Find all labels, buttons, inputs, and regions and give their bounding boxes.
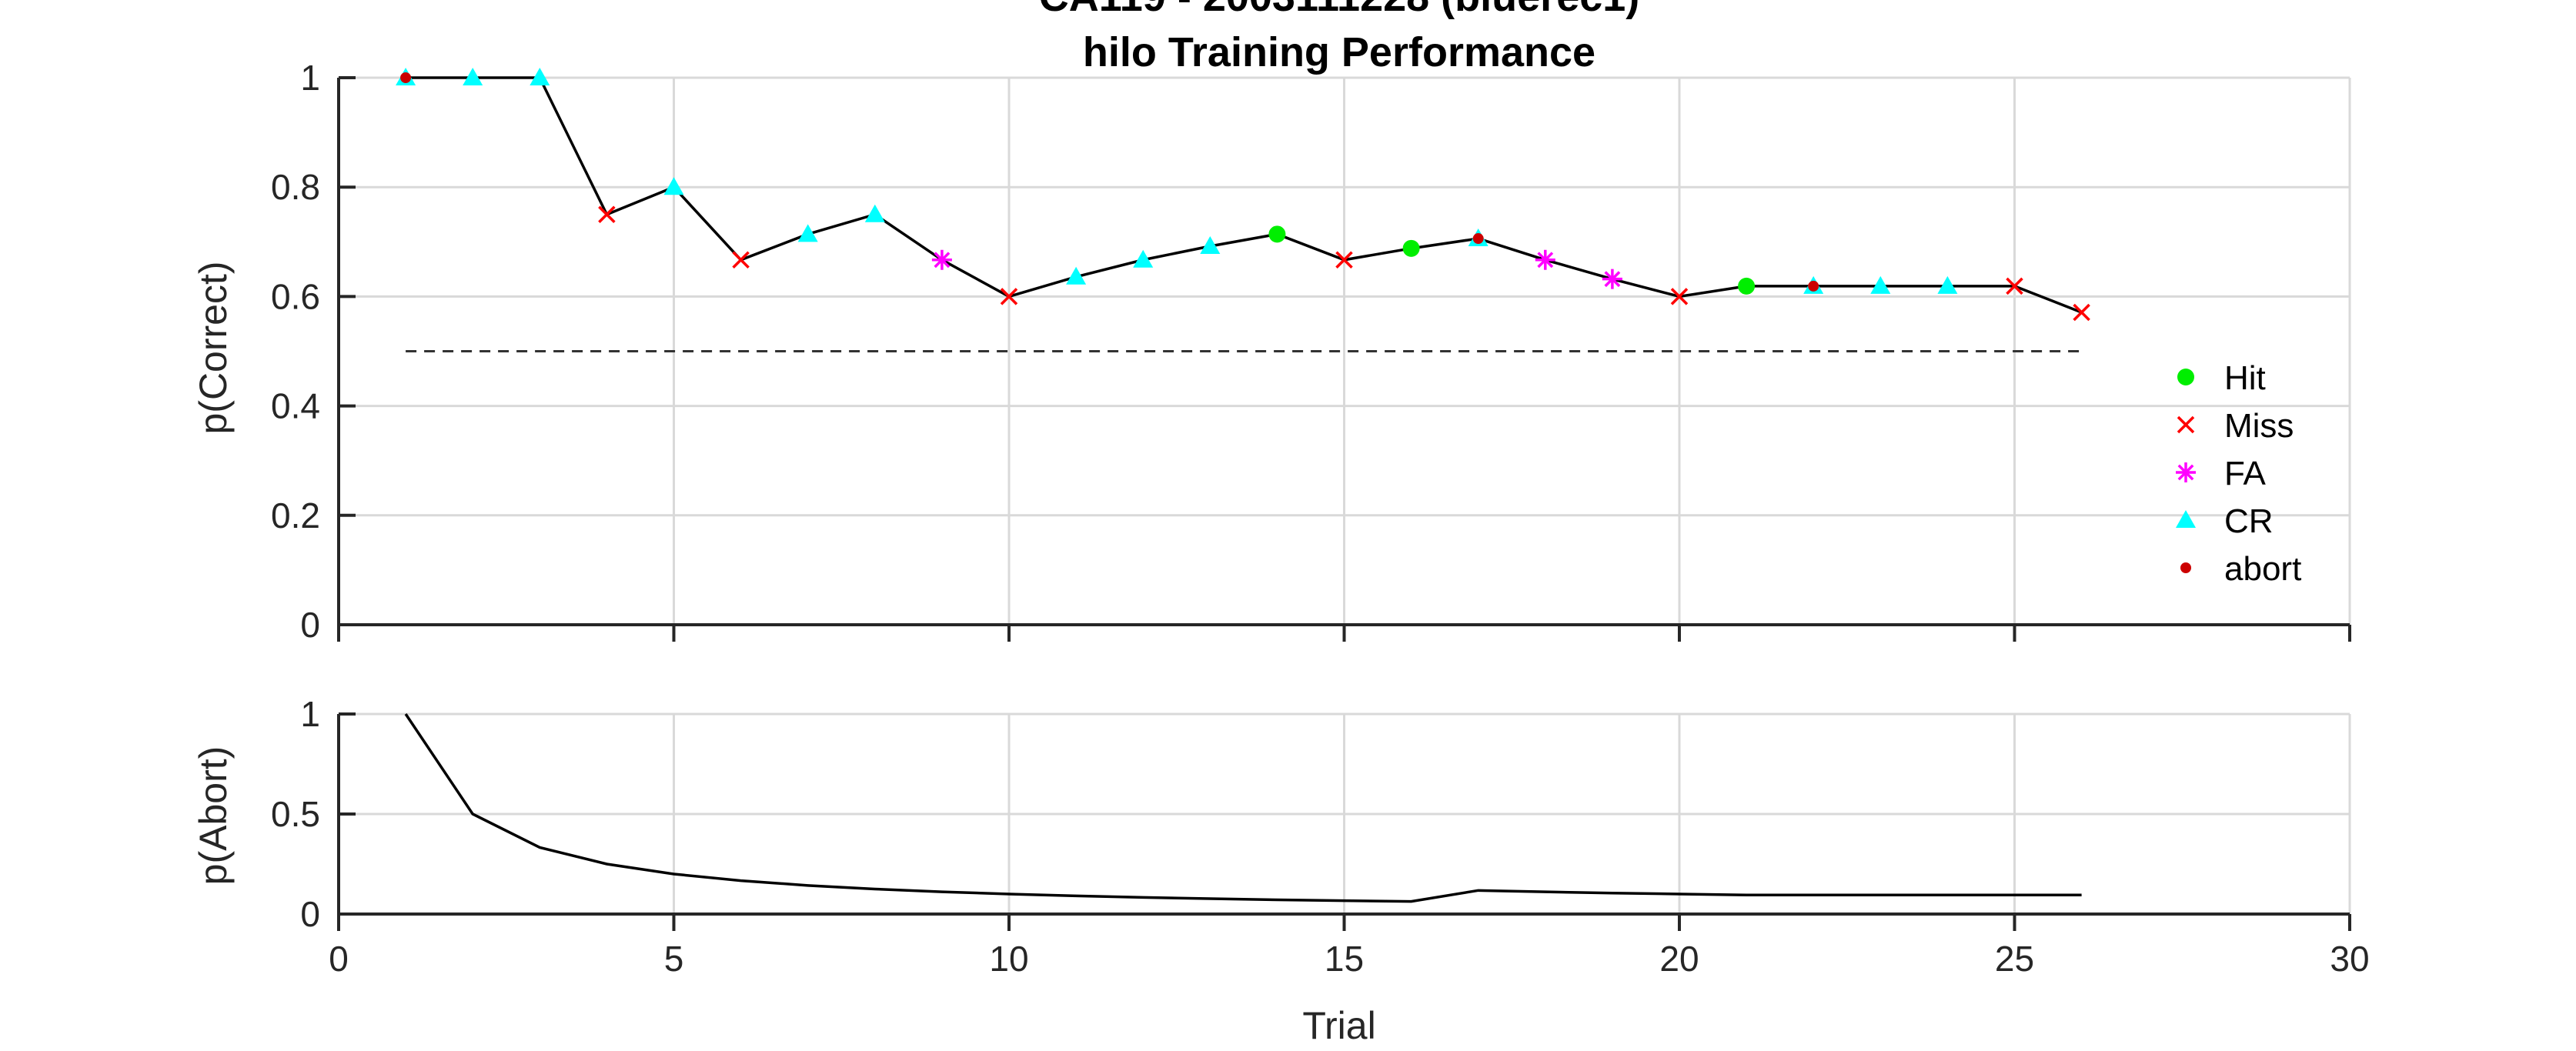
point-miss-stroke bbox=[1335, 251, 1353, 269]
point-cr bbox=[530, 68, 550, 85]
top-ytick-label: 0.6 bbox=[271, 276, 320, 316]
bottom-ytick-label: 1 bbox=[300, 694, 320, 734]
point-fa-stroke bbox=[934, 252, 951, 269]
point-miss-stroke bbox=[1000, 288, 1018, 305]
legend-label-cr: CR bbox=[2224, 502, 2274, 540]
top-ytick-label: 1 bbox=[300, 58, 320, 98]
point-abort bbox=[400, 72, 412, 83]
bottom-xtick-label: 10 bbox=[989, 939, 1028, 979]
legend-marker-cr bbox=[2176, 510, 2196, 528]
point-miss bbox=[1000, 288, 1018, 305]
point-cr bbox=[797, 224, 818, 242]
point-fa-stroke bbox=[1604, 271, 1621, 288]
point-cr bbox=[1937, 275, 1958, 294]
chart-title-line2: hilo Training Performance bbox=[1083, 29, 1595, 75]
p-abort-line bbox=[404, 713, 2082, 903]
point-cr bbox=[1200, 235, 1221, 254]
point-miss-stroke bbox=[1670, 288, 1689, 305]
bottom-xtick-label: 5 bbox=[664, 939, 684, 979]
point-miss-stroke bbox=[2073, 303, 2090, 322]
point-cr bbox=[663, 177, 684, 195]
point-cr bbox=[864, 204, 885, 222]
point-cr bbox=[1133, 249, 1154, 268]
point-hit bbox=[1738, 277, 1756, 295]
xlabel: Trial bbox=[1302, 1004, 1375, 1047]
top-ytick-label: 0.4 bbox=[271, 386, 320, 426]
legend-marker-fa-stroke bbox=[2177, 464, 2194, 481]
p-correct-line bbox=[406, 76, 2083, 314]
point-miss bbox=[732, 251, 750, 269]
point-miss bbox=[1670, 288, 1689, 305]
top-plot: 0 0.2 0.4 0.6 0.8 1 bbox=[271, 58, 2351, 645]
point-abort bbox=[1472, 233, 1484, 245]
legend-marker-hit bbox=[2177, 369, 2194, 385]
legend-marker-fa bbox=[2176, 462, 2196, 482]
bottom-xtick-label: 20 bbox=[1659, 939, 1699, 979]
point-cr bbox=[1066, 266, 1087, 285]
legend-label-hit: Hit bbox=[2224, 359, 2266, 397]
bottom-plot: 0 5 10 15 20 25 30 0 0.5 1 bbox=[271, 694, 2370, 979]
top-ylabel: p(Correct) bbox=[192, 261, 235, 434]
top-ytick-label: 0 bbox=[300, 605, 320, 645]
bottom-xtick-label: 0 bbox=[329, 939, 349, 979]
bottom-xtick-label: 30 bbox=[2330, 939, 2369, 979]
legend-marker-abort bbox=[2180, 562, 2191, 573]
legend-label-fa: FA bbox=[2224, 455, 2266, 492]
point-fa-stroke bbox=[1537, 252, 1554, 269]
point-cr bbox=[1870, 275, 1891, 294]
bottom-xtick-label: 15 bbox=[1325, 939, 1364, 979]
point-miss-stroke bbox=[732, 251, 750, 269]
point-fa bbox=[931, 249, 952, 270]
point-fa bbox=[1535, 249, 1555, 270]
point-miss-stroke bbox=[2006, 277, 2023, 295]
point-miss bbox=[2073, 303, 2090, 322]
legend-marker-miss-stroke bbox=[2177, 415, 2195, 434]
legend-label-abort: abort bbox=[2224, 550, 2301, 588]
point-miss-stroke bbox=[598, 205, 616, 223]
bottom-xtick-label: 25 bbox=[1995, 939, 2034, 979]
legend-label-miss: Miss bbox=[2224, 407, 2294, 445]
bottom-ytick-label: 0.5 bbox=[271, 794, 320, 834]
chart-title-line1: CA119 - 2003111228 (bluerec1) bbox=[1039, 0, 1640, 20]
point-abort bbox=[1808, 280, 1819, 292]
legend: Hit Miss FA CR abort bbox=[2176, 359, 2301, 588]
point-miss bbox=[598, 205, 616, 223]
top-ytick-label: 0.2 bbox=[271, 495, 320, 536]
legend-marker-miss bbox=[2177, 415, 2195, 434]
bottom-ytick-label: 0 bbox=[300, 894, 320, 934]
point-miss bbox=[2006, 277, 2023, 295]
point-miss bbox=[1335, 251, 1353, 269]
point-fa bbox=[1602, 269, 1622, 289]
point-cr bbox=[463, 68, 483, 85]
bottom-ylabel: p(Abort) bbox=[192, 746, 235, 886]
point-hit bbox=[1268, 225, 1286, 243]
point-hit bbox=[1402, 239, 1420, 257]
top-ytick-label: 0.8 bbox=[271, 167, 320, 207]
